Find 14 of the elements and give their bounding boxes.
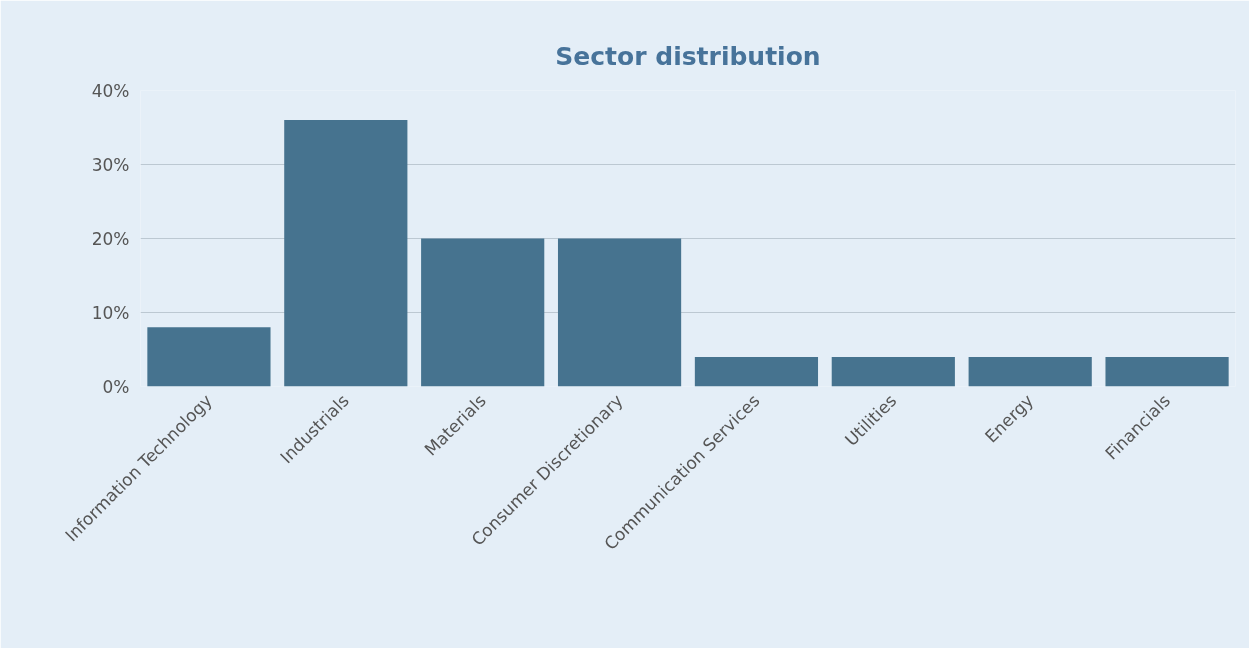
y-tick-label: 40%: [91, 80, 130, 101]
bar: [421, 238, 545, 387]
chart-title: Sector distribution: [555, 41, 821, 71]
bar: [284, 120, 408, 387]
y-tick-label: 30%: [91, 154, 130, 175]
bar: [1105, 356, 1229, 387]
bar: [147, 327, 271, 387]
y-tick-label: 0%: [102, 376, 130, 397]
y-tick-label: 20%: [91, 228, 130, 249]
bar: [831, 356, 955, 387]
y-tick-label: 10%: [91, 302, 130, 323]
bar: [694, 356, 819, 387]
bar: [557, 238, 682, 387]
bar: [968, 356, 1092, 387]
